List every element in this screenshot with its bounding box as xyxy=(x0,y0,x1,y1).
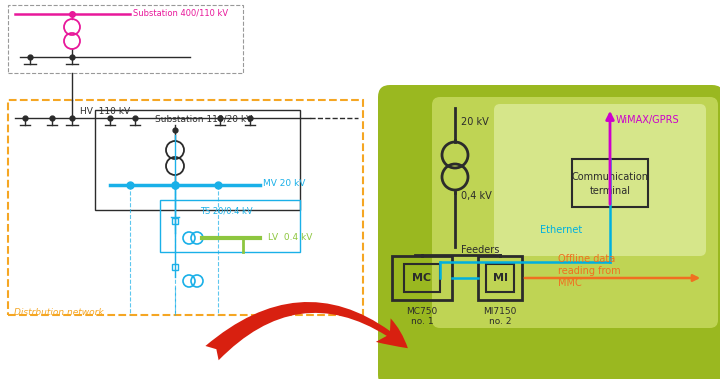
Bar xyxy=(172,218,178,224)
Text: MC750: MC750 xyxy=(406,307,438,315)
FancyBboxPatch shape xyxy=(378,85,720,379)
Text: TS 20/0.4 kV: TS 20/0.4 kV xyxy=(200,206,253,215)
Text: terminal: terminal xyxy=(590,186,631,196)
Text: Distrbution network: Distrbution network xyxy=(14,308,104,317)
Text: Communication: Communication xyxy=(572,172,649,182)
Text: reading from: reading from xyxy=(558,266,621,276)
Text: 0,4 kV: 0,4 kV xyxy=(461,191,492,201)
Text: LV  0.4 kV: LV 0.4 kV xyxy=(268,232,312,241)
Text: no. 1: no. 1 xyxy=(410,318,433,326)
FancyArrowPatch shape xyxy=(205,302,408,360)
Text: Ethernet: Ethernet xyxy=(540,225,582,235)
FancyBboxPatch shape xyxy=(432,97,718,328)
Text: WiMAX/GPRS: WiMAX/GPRS xyxy=(616,115,680,125)
Text: Feeders: Feeders xyxy=(461,245,500,255)
Text: no. 2: no. 2 xyxy=(489,318,511,326)
Text: MMC: MMC xyxy=(558,278,582,288)
Bar xyxy=(172,264,178,270)
Text: 20 kV: 20 kV xyxy=(461,117,489,127)
Text: Substation 400/110 kV: Substation 400/110 kV xyxy=(133,8,228,17)
FancyBboxPatch shape xyxy=(494,104,706,256)
Text: MC: MC xyxy=(413,273,431,283)
Text: MV 20 kV: MV 20 kV xyxy=(263,179,305,188)
Text: Substation 110/20 kV: Substation 110/20 kV xyxy=(155,114,252,123)
Text: MI7150: MI7150 xyxy=(483,307,517,315)
Text: MI: MI xyxy=(492,273,508,283)
Text: HV  110 kV: HV 110 kV xyxy=(80,107,130,116)
Text: Offline data: Offline data xyxy=(558,254,616,264)
